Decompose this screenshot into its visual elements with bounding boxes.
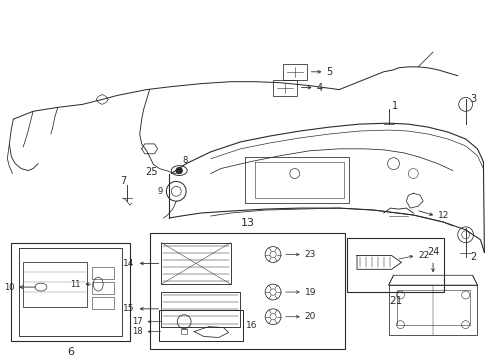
Bar	[396, 290, 468, 325]
Bar	[23, 262, 87, 307]
Bar	[346, 238, 443, 292]
Text: 13: 13	[240, 218, 254, 228]
Text: 21: 21	[388, 296, 401, 306]
Text: 1: 1	[391, 102, 397, 111]
Bar	[272, 80, 296, 95]
Bar	[283, 64, 306, 80]
Text: 5: 5	[325, 67, 332, 77]
Bar	[149, 233, 345, 349]
Text: 20: 20	[304, 312, 315, 321]
Text: 12: 12	[437, 211, 448, 220]
Bar	[92, 282, 114, 294]
Text: 16: 16	[246, 321, 257, 330]
Text: 23: 23	[304, 250, 315, 259]
Text: 3: 3	[469, 94, 476, 104]
Bar	[159, 310, 243, 341]
Text: 15: 15	[123, 304, 135, 313]
Circle shape	[176, 168, 182, 174]
Bar	[161, 292, 240, 327]
Text: 10: 10	[4, 283, 14, 292]
Text: 6: 6	[67, 347, 74, 357]
Text: 24: 24	[426, 247, 438, 257]
Text: 17: 17	[132, 317, 142, 326]
Text: 7: 7	[120, 176, 126, 186]
Text: 25: 25	[145, 167, 158, 177]
Bar	[11, 243, 130, 341]
Text: 22: 22	[417, 251, 428, 260]
Text: 8: 8	[182, 156, 187, 165]
Text: 14: 14	[123, 259, 135, 268]
Text: 4: 4	[316, 82, 322, 93]
Text: 2: 2	[469, 252, 476, 262]
Text: 9: 9	[157, 187, 162, 196]
Bar	[92, 297, 114, 309]
Bar	[92, 267, 114, 279]
Bar	[161, 243, 230, 284]
Text: 18: 18	[132, 327, 142, 336]
Text: 11: 11	[70, 280, 81, 289]
Text: 19: 19	[304, 288, 316, 297]
